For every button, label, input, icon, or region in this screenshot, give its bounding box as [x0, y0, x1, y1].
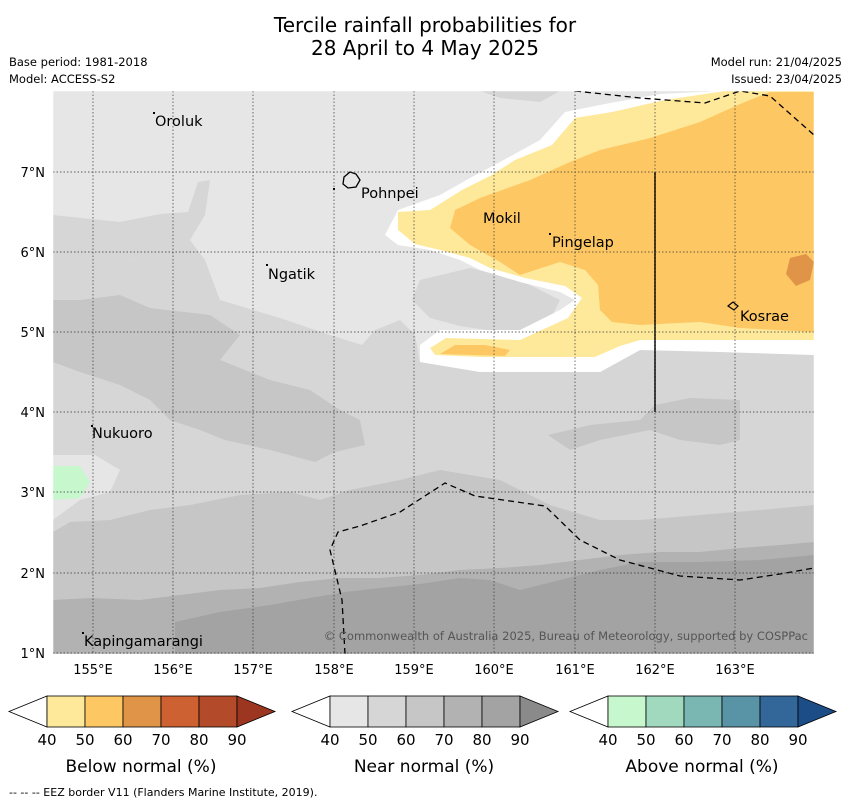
above-normal-40-area	[53, 466, 90, 500]
label-nukuoro: Nukuoro	[92, 426, 153, 442]
colorbar-tick-label: 80	[472, 731, 491, 749]
kosrae-island	[726, 301, 739, 311]
lat-tick-label: 1°N	[21, 647, 46, 662]
near-normal-60-area-west	[53, 295, 365, 462]
colorbar-segment	[721, 695, 761, 728]
lon-tick-label: 155°E	[73, 663, 113, 678]
lon-tick-label: 157°E	[233, 663, 273, 678]
lon-tick-label: 163°E	[715, 663, 755, 678]
colorbar-segment	[683, 695, 723, 728]
lon-tick-label: 161°E	[555, 663, 595, 678]
label-pohnpei: Pohnpei	[361, 186, 419, 202]
colorbar-tick-label: 90	[788, 731, 807, 749]
colorbar-segment	[46, 695, 86, 728]
eez-footnote: -- -- -- EEZ border V11 (Flanders Marine…	[9, 786, 318, 799]
colorbar-segment	[84, 695, 124, 728]
colorbar-segment	[481, 695, 521, 728]
meta-left: Base period: 1981-2018 Model: ACCESS-S2	[9, 54, 148, 88]
colorbar-low-end	[7, 695, 48, 728]
label-ngatik: Ngatik	[268, 267, 316, 283]
colorbar-above-normal: 40 50 60 70 80 90	[568, 695, 838, 749]
lon-tick-label: 160°E	[474, 663, 514, 678]
colorbar-below-normal: 40 50 60 70 80 90	[7, 695, 277, 749]
lon-tick-label: 158°E	[314, 663, 354, 678]
model-run: Model run: 21/04/2025	[710, 55, 842, 69]
lon-tick-label: 156°E	[153, 663, 193, 678]
colorbar-tick-label: 50	[75, 731, 94, 749]
lat-tick-label: 2°N	[21, 567, 46, 582]
lat-tick-label: 4°N	[21, 406, 46, 421]
longitude-ticks: 155°E 156°E 157°E 158°E 159°E 160°E 161°E 162°E…	[73, 663, 755, 678]
colorbar-tick-label: 70	[712, 731, 731, 749]
model-name: Model: ACCESS-S2	[9, 72, 116, 86]
colorbar-tick-label: 50	[636, 731, 655, 749]
colorbar-low-end	[290, 695, 331, 728]
below-normal-50-area	[450, 92, 814, 332]
near-normal-50-area-west	[53, 180, 210, 268]
below-normal-60-area	[786, 254, 814, 286]
colorbar-segment	[443, 695, 483, 728]
below-normal-50-area-small	[440, 345, 510, 356]
label-pingelap: Pingelap	[552, 235, 614, 251]
chart-title: Tercile rainfall probabilities for 28 Ap…	[0, 14, 850, 60]
copyright-notice: © Commonwealth of Australia 2025, Bureau…	[324, 629, 808, 643]
colorbar-segment	[645, 695, 685, 728]
lon-tick-label: 159°E	[394, 663, 434, 678]
label-kosrae: Kosrae	[740, 309, 789, 325]
colorbar-title-above: Above normal (%)	[625, 757, 778, 777]
probability-map	[53, 91, 814, 654]
map-frame	[52, 90, 815, 655]
colorbar-tick-label: 60	[674, 731, 693, 749]
colorbar-segment	[160, 695, 200, 728]
colorbar-high-end	[236, 695, 277, 728]
eez-border-south	[329, 482, 814, 654]
title-line-2: 28 April to 4 May 2025	[311, 36, 539, 60]
colorbar-segment	[759, 695, 799, 728]
colorbar-title-near: Near normal (%)	[354, 757, 494, 777]
label-oroluk: Oroluk	[155, 114, 203, 130]
colorbar-tick-label: 70	[151, 731, 170, 749]
colorbar-tick-label: 90	[227, 731, 246, 749]
colorbar-tick-label: 70	[434, 731, 453, 749]
colorbar-tick-label: 80	[189, 731, 208, 749]
lon-tick-label: 162°E	[635, 663, 675, 678]
colorbar-segment	[367, 695, 407, 728]
colorbar-low-end	[568, 695, 609, 728]
colorbar-segment	[329, 695, 369, 728]
colorbar-segment	[198, 695, 238, 728]
latitude-ticks: 7°N 6°N 5°N 4°N 3°N 2°N 1°N	[21, 166, 46, 662]
colorbar-tick-label: 40	[320, 731, 339, 749]
colorbar-high-end	[519, 695, 560, 728]
colorbar-title-below: Below normal (%)	[66, 757, 217, 777]
near-normal-80-area	[175, 555, 814, 654]
lat-tick-label: 7°N	[21, 166, 46, 181]
gridlines	[53, 91, 814, 654]
colorbar-high-end	[797, 695, 838, 728]
colorbar-tick-label: 40	[37, 731, 56, 749]
colorbar-tick-label: 50	[358, 731, 377, 749]
eez-border-north	[574, 91, 814, 136]
base-period: Base period: 1981-2018	[9, 55, 148, 69]
label-mokil: Mokil	[483, 211, 521, 227]
colorbar-tick-label: 80	[750, 731, 769, 749]
near-normal-60-area-east	[548, 398, 740, 450]
issued-date: Issued: 23/04/2025	[731, 72, 842, 86]
near-normal-50-area-east	[412, 268, 560, 332]
colorbar-segment	[122, 695, 162, 728]
colorbar-tick-label: 60	[113, 731, 132, 749]
colorbar-near-normal: 40 50 60 70 80 90	[290, 695, 560, 749]
near-normal-50-area-north	[480, 91, 560, 102]
colorbar-tick-label: 90	[510, 731, 529, 749]
title-line-1: Tercile rainfall probabilities for	[273, 13, 577, 37]
colorbar-segment	[607, 695, 647, 728]
label-kapingamarangi: Kapingamarangi	[84, 634, 203, 650]
colorbar-tick-label: 60	[396, 731, 415, 749]
lat-tick-label: 6°N	[21, 246, 46, 261]
meta-right: Model run: 21/04/2025 Issued: 23/04/2025	[711, 54, 842, 88]
lat-tick-label: 5°N	[21, 326, 46, 341]
colorbar-tick-label: 40	[598, 731, 617, 749]
lat-tick-label: 3°N	[21, 486, 46, 501]
colorbar-segment	[405, 695, 445, 728]
